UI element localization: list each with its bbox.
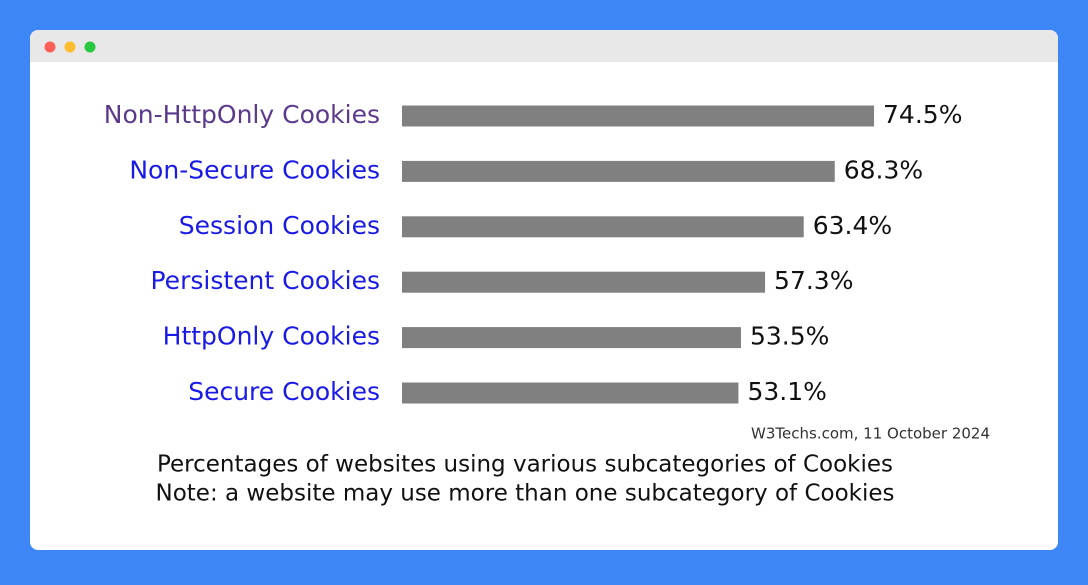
- value-label: 53.5%: [750, 322, 829, 351]
- bar: [402, 382, 739, 404]
- title-bar: [30, 30, 1058, 62]
- category-label[interactable]: Non-HttpOnly Cookies: [104, 100, 380, 129]
- minimize-dot: [64, 41, 76, 53]
- value-label: 63.4%: [813, 211, 892, 240]
- bar: [402, 271, 766, 293]
- source: W3Techs.com, 11 October 2024: [751, 425, 990, 443]
- value-label: 68.3%: [844, 155, 923, 184]
- category-label[interactable]: Session Cookies: [179, 211, 380, 240]
- category-label[interactable]: Non-Secure Cookies: [129, 155, 380, 184]
- close-dot: [44, 41, 56, 53]
- note: Note: a website may use more than one su…: [156, 481, 895, 507]
- bar: [402, 327, 741, 349]
- value-label: 57.3%: [774, 266, 853, 295]
- value-label: 53.1%: [747, 377, 826, 406]
- value-label: 74.5%: [883, 100, 962, 129]
- bar: [402, 105, 875, 127]
- bar: [402, 216, 804, 238]
- category-label[interactable]: Persistent Cookies: [151, 266, 381, 295]
- category-label[interactable]: Secure Cookies: [188, 377, 380, 406]
- maximize-dot: [84, 41, 96, 53]
- caption: Percentages of websites using various su…: [157, 452, 893, 478]
- category-label[interactable]: HttpOnly Cookies: [163, 322, 380, 351]
- bar: [402, 160, 835, 182]
